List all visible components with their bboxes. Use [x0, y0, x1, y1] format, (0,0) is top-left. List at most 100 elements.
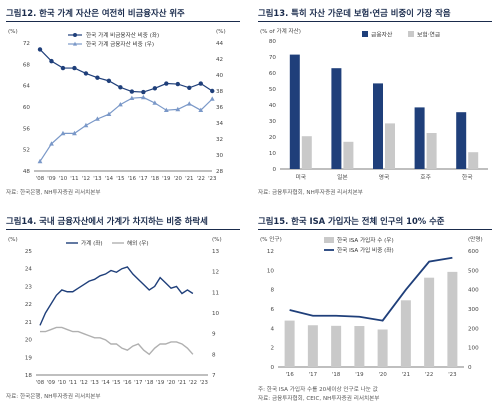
title-rule	[6, 21, 240, 22]
y-unit-left: (%)	[8, 237, 18, 243]
x-tick-label: '16	[128, 176, 137, 182]
x-tick-label: '22	[189, 380, 197, 386]
figure-12-title: 그림12. 한국 가계 자산은 여전히 비금융자산 위주	[6, 8, 185, 18]
legend-label: 금융자산	[371, 31, 393, 39]
x-tick-label: '16	[285, 372, 294, 378]
x-tick-label: '21	[402, 372, 410, 378]
x-tick-label: '09	[47, 176, 56, 182]
bar	[343, 141, 354, 169]
data-point	[37, 47, 43, 52]
title-rule	[258, 21, 492, 22]
bar	[354, 326, 365, 367]
data-point	[175, 81, 181, 87]
y-unit-right: (%)	[216, 29, 226, 35]
y-tick-label-left: 2	[270, 346, 274, 352]
x-tick-label: '16	[123, 380, 132, 386]
y-unit-right: (만명)	[468, 235, 483, 243]
y-tick-label-left: 52	[23, 148, 30, 154]
y-tick-label-right: 30	[216, 153, 224, 159]
title-rule	[6, 229, 240, 230]
x-tick-label: '22	[197, 176, 205, 182]
legend-marker	[73, 41, 77, 46]
y-tick-label-left: 24	[25, 267, 33, 273]
y-tick-label-left: 60	[269, 71, 277, 77]
data-point	[95, 116, 100, 121]
figure-13-title: 그림13. 특히 자산 가운데 보험·연금 비중이 가장 작음	[258, 8, 451, 18]
bar	[284, 320, 295, 367]
data-point	[140, 94, 146, 100]
data-point	[129, 95, 135, 100]
x-tick-label: 호주	[420, 174, 431, 181]
figure-12-panel: 그림12. 한국 가계 자산은 여전히 비금융자산 위주 (%) (%) 48 52 5…	[6, 7, 240, 197]
y-tick-label-left: 12	[267, 249, 274, 255]
x-tick-label: '18	[145, 380, 154, 386]
y-tick-label-left: 40	[269, 103, 277, 109]
data-point	[60, 130, 66, 136]
figure-12-source: 자료: 한국은행, NH투자증권 리서치본부	[6, 190, 101, 196]
x-tick-label: '15	[112, 380, 120, 386]
x-tick-label: '19	[355, 372, 364, 378]
y-unit-left: (% 인구)	[260, 236, 282, 243]
legend-swatch	[324, 237, 334, 243]
y-tick-label-left: 18	[25, 373, 33, 379]
data-point	[198, 107, 204, 112]
figure-14-source: 자료: 한국은행, NH투자증권 리서치본부	[6, 394, 101, 400]
data-point	[198, 81, 203, 86]
bar	[289, 54, 300, 169]
x-tick-label: '23	[200, 380, 208, 386]
figure-13-chart: (% of 가계 자산) 0 10 20 30 40 50 60 70 80 미국 일본 영국 호주 한국 금…	[260, 27, 488, 181]
bar	[373, 83, 383, 169]
data-point	[72, 65, 77, 71]
data-point	[152, 86, 158, 91]
series-line	[289, 256, 453, 322]
y-tick-label-left: 30	[269, 119, 277, 125]
y-tick-label-left: 0	[272, 167, 276, 173]
bar	[400, 300, 411, 367]
x-tick-label: '17	[309, 372, 317, 378]
data-point	[118, 85, 123, 90]
data-point	[83, 71, 89, 76]
y-tick-label-left: 56	[23, 126, 31, 132]
legend-label: 한국 가계 금융자산 비중 (우)	[86, 40, 154, 48]
x-tick-label: '11	[69, 380, 77, 386]
x-tick-label: '19	[162, 176, 171, 182]
y-tick-label-right: 40	[216, 73, 224, 79]
figure-13-panel: 그림13. 특히 자산 가운데 보험·연금 비중이 가장 작음 (% of 가계…	[258, 7, 492, 197]
series-line-1	[39, 266, 194, 326]
y-tick-label-left: 60	[23, 105, 31, 111]
figure-15-panel: 그림15. 한국 ISA 가입자는 전체 인구의 10% 수준 (% 인구) (만…	[258, 215, 492, 411]
legend-marker	[73, 33, 77, 37]
y-tick-label-left: 19	[25, 355, 33, 361]
x-tick-label: '17	[134, 380, 142, 386]
y-tick-label-left: 21	[25, 320, 33, 326]
series-line-1	[39, 48, 213, 93]
y-tick-label-right: 200	[468, 326, 479, 332]
series-line-2	[40, 326, 194, 356]
y-tick-label-right: 44	[216, 41, 224, 47]
x-tick-label: 미국	[295, 173, 306, 181]
legend-swatch	[362, 31, 368, 37]
legend-label: 해외 (우)	[127, 239, 149, 247]
y-tick-label-left: 70	[269, 55, 277, 61]
y-unit-right: (%)	[212, 237, 222, 243]
y-tick-label-left: 10	[267, 268, 275, 274]
data-point	[37, 158, 43, 164]
bar	[468, 152, 479, 169]
y-tick-label-left: 72	[23, 41, 30, 47]
bar	[426, 133, 437, 169]
data-point	[164, 81, 169, 86]
data-point	[210, 88, 215, 94]
data-point	[141, 89, 146, 95]
data-point	[49, 58, 54, 64]
x-tick-label: '11	[70, 176, 78, 182]
figure-15-source: 자료: 금융투자협회, CEIC, NH투자증권 리서치본부	[258, 396, 380, 402]
y-tick-label-left: 6	[270, 307, 274, 313]
legend-label: 가계 (좌)	[81, 239, 103, 247]
bar	[301, 136, 312, 169]
y-tick-label-right: 9	[212, 332, 216, 338]
y-tick-label-right: 600	[468, 249, 479, 255]
x-tick-label: 일본	[337, 173, 348, 181]
y-tick-label-right: 8	[212, 352, 216, 358]
x-tick-label: '14	[105, 176, 114, 182]
data-point	[95, 75, 100, 80]
